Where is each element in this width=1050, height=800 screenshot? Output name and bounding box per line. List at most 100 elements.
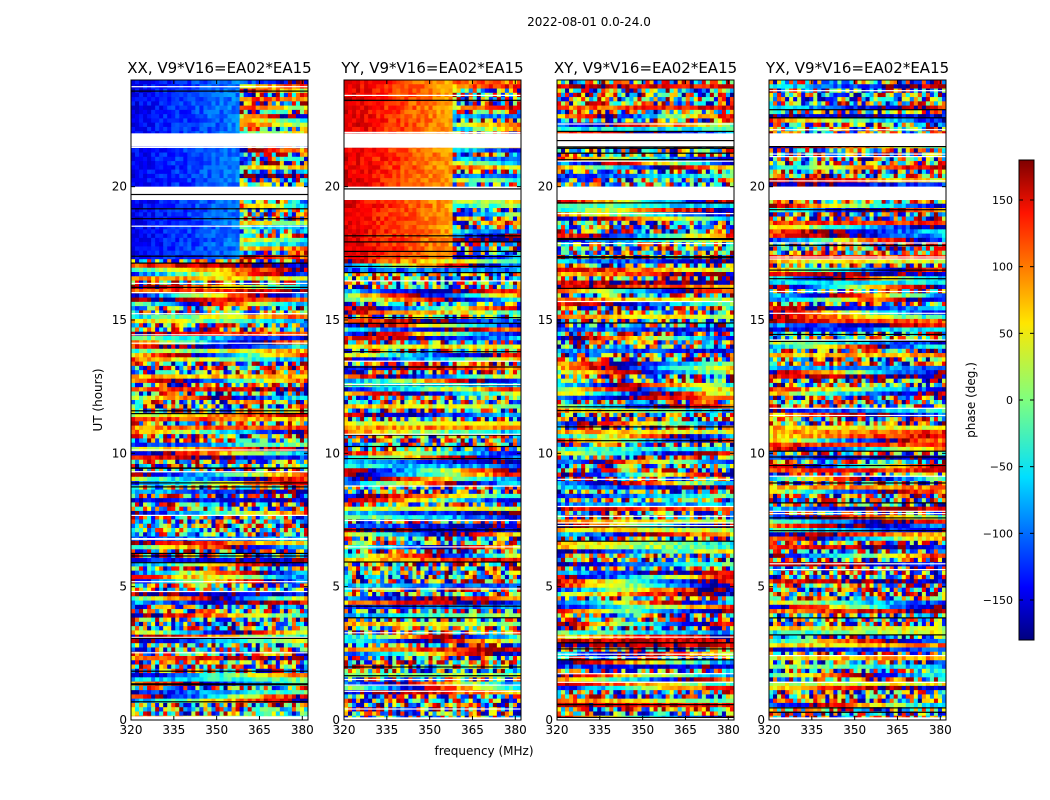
scan-separator — [769, 464, 946, 467]
scan-separator — [769, 180, 946, 182]
scan-separator — [557, 146, 734, 148]
scan-separator — [557, 192, 734, 194]
flagged-band — [344, 186, 521, 200]
scan-separator — [769, 340, 946, 342]
y-tick-label: 5 — [332, 580, 340, 594]
scan-separator — [131, 581, 308, 583]
scan-separator — [131, 555, 308, 557]
scan-separator — [344, 529, 521, 531]
x-tick-label: 380 — [929, 723, 952, 737]
scan-separator — [557, 659, 734, 661]
x-tick-label: 365 — [248, 723, 271, 737]
colorbar-tick-label: −100 — [983, 527, 1013, 540]
scan-separator — [344, 99, 521, 101]
scan-separator — [557, 238, 734, 240]
scan-separator — [557, 322, 734, 324]
scan-separator — [769, 339, 946, 341]
scan-separator — [344, 485, 521, 487]
scan-separator — [131, 292, 308, 294]
colorbar-label: phase (deg.) — [964, 362, 978, 438]
scan-separator — [769, 517, 946, 519]
scan-separator — [344, 235, 521, 237]
scan-separator — [131, 716, 308, 718]
scan-separator — [344, 366, 521, 368]
panel-frame — [768, 79, 947, 721]
scan-separator — [769, 407, 946, 409]
scan-separator — [557, 406, 734, 408]
scan-separator — [769, 711, 946, 713]
flagged-band — [344, 133, 521, 147]
y-axis-label: UT (hours) — [91, 368, 105, 431]
scan-separator — [344, 317, 521, 319]
y-tick-label: 5 — [545, 580, 553, 594]
scan-separator — [131, 86, 308, 88]
y-tick-label: 20 — [750, 180, 765, 194]
x-tick-label: 320 — [546, 723, 569, 737]
scan-separator — [557, 160, 734, 162]
y-tick-label: 0 — [757, 713, 765, 727]
scan-separator — [557, 704, 734, 706]
scan-separator — [344, 250, 521, 252]
colorbar-tick-label: 0 — [1006, 394, 1013, 407]
scan-separator — [131, 670, 308, 672]
y-tick-label: 20 — [538, 180, 553, 194]
scan-separator — [557, 238, 734, 241]
scan-separator — [769, 242, 946, 244]
y-tick-label: 10 — [112, 446, 127, 460]
panel-title: XX, V9*V16=EA02*EA15 — [127, 59, 311, 77]
scan-separator — [131, 282, 308, 284]
scan-separator — [344, 684, 521, 686]
scan-separator — [557, 515, 734, 517]
scan-separator — [557, 648, 734, 650]
y-tick-label: 10 — [538, 446, 553, 460]
scan-separator — [344, 434, 521, 436]
scan-separator — [344, 519, 521, 522]
scan-separator — [344, 588, 521, 590]
x-tick-label: 320 — [333, 723, 356, 737]
scan-separator — [344, 690, 521, 692]
scan-separator — [131, 684, 308, 686]
scan-separator — [344, 678, 521, 681]
scan-separator — [769, 456, 946, 458]
scan-separator — [344, 94, 521, 96]
scan-separator — [131, 146, 308, 148]
scan-separator — [131, 486, 308, 488]
scan-separator — [769, 482, 946, 484]
panel-title: YX, V9*V16=EA02*EA15 — [765, 59, 949, 77]
x-tick-label: 350 — [843, 723, 866, 737]
scan-separator — [557, 410, 734, 412]
y-tick-label: 0 — [545, 713, 553, 727]
scan-separator — [131, 255, 308, 257]
colorbar-tick-label: −50 — [990, 461, 1013, 474]
scan-separator — [557, 526, 734, 528]
scan-separator — [131, 471, 308, 473]
y-tick-label: 10 — [750, 446, 765, 460]
colorbar-tick-label: 50 — [999, 327, 1013, 340]
phase-image — [769, 80, 946, 720]
scan-separator — [769, 510, 946, 512]
scan-separator — [557, 202, 734, 204]
flagged-band — [344, 717, 521, 720]
scan-separator — [131, 552, 308, 554]
scan-separator — [344, 265, 521, 267]
scan-separator — [131, 637, 308, 639]
x-tick-label: 350 — [205, 723, 228, 737]
scan-separator — [344, 708, 521, 710]
scan-separator — [769, 258, 946, 260]
scan-separator — [344, 383, 521, 386]
flagged-band — [131, 717, 308, 720]
scan-separator — [344, 351, 521, 353]
x-tick-label: 335 — [588, 723, 611, 737]
scan-separator — [131, 342, 308, 344]
y-tick-label: 15 — [325, 313, 340, 327]
flagged-band — [769, 717, 946, 720]
panel-frame — [556, 79, 735, 721]
scan-separator — [557, 130, 734, 132]
scan-separator — [131, 538, 308, 540]
scan-separator — [344, 561, 521, 563]
panel-title: XY, V9*V16=EA02*EA15 — [554, 59, 737, 77]
scan-separator — [769, 256, 946, 258]
y-tick-label: 5 — [757, 580, 765, 594]
scan-separator — [131, 218, 308, 220]
